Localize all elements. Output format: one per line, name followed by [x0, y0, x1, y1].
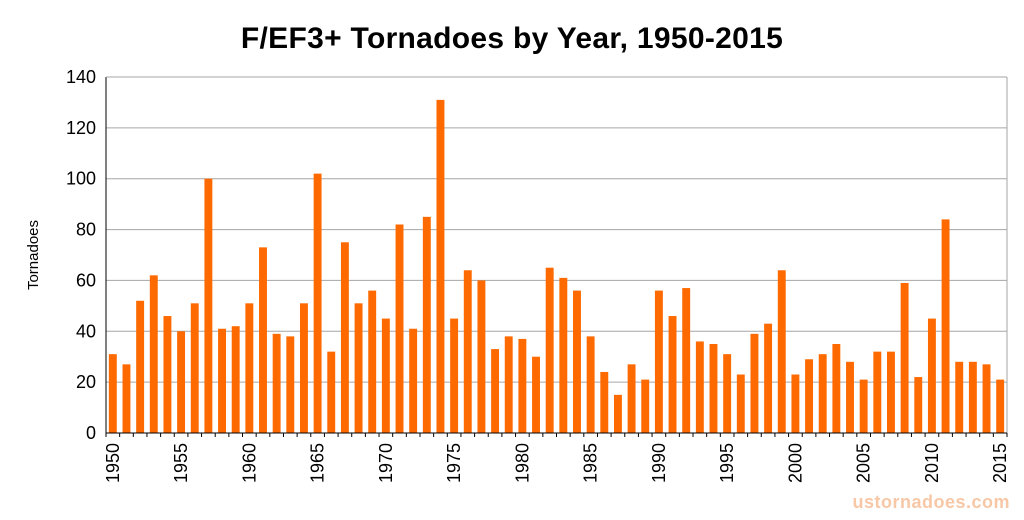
bar-2005 [859, 379, 868, 433]
bar-2014 [982, 364, 991, 433]
x-tick-label: 1970 [376, 443, 396, 483]
bar-1958 [218, 328, 226, 433]
bar-1954 [163, 316, 172, 433]
bar-1960 [245, 303, 254, 433]
bar-1997 [750, 333, 759, 433]
bar-2000 [791, 374, 800, 433]
bar-1992 [682, 288, 691, 433]
bar-1959 [231, 326, 240, 433]
bar-1956 [190, 303, 199, 433]
bar-1993 [695, 341, 704, 433]
x-tick-label: 1985 [581, 443, 601, 483]
y-tick-label: 100 [66, 169, 96, 189]
bar-1953 [149, 275, 158, 433]
bar-1986 [600, 371, 609, 433]
x-tick-label: 1995 [717, 443, 737, 483]
bar-1966 [327, 351, 336, 433]
y-tick-label: 140 [66, 67, 96, 87]
bar-1999 [777, 270, 786, 433]
bar-1972 [409, 328, 418, 433]
bar-2013 [968, 361, 977, 433]
bar-1998 [764, 323, 773, 433]
bar-2004 [846, 361, 854, 433]
chart-title: F/EF3+ Tornadoes by Year, 1950-2015 [240, 22, 784, 55]
bar-1988 [627, 364, 636, 433]
y-tick-label: 60 [76, 270, 96, 290]
x-tick-label: 1950 [103, 443, 123, 483]
y-tick-label: 0 [86, 423, 96, 443]
bar-1969 [368, 290, 377, 433]
bar-2009 [914, 377, 923, 433]
bar-1955 [177, 331, 186, 433]
bar-1970 [381, 318, 390, 433]
bar-1952 [136, 300, 145, 433]
bar-1987 [613, 394, 622, 433]
bar-1963 [286, 336, 295, 433]
x-tick-label: 1975 [444, 443, 464, 483]
x-tick-label: 1960 [239, 443, 259, 483]
bar-2010 [927, 318, 936, 433]
bar-1981 [532, 356, 540, 433]
x-tick-label: 1990 [649, 443, 669, 483]
x-tick-label: 1965 [308, 443, 328, 483]
bar-1984 [573, 290, 581, 433]
bar-1978 [491, 349, 500, 433]
bar-1967 [340, 242, 349, 433]
bar-2008 [900, 282, 909, 433]
bar-1990 [654, 290, 663, 433]
bar-1968 [354, 303, 363, 433]
bar-2015 [996, 379, 1005, 433]
bar-1994 [709, 344, 718, 433]
bar-2002 [818, 354, 827, 433]
y-tick-label: 120 [66, 118, 96, 138]
bar-1989 [641, 379, 650, 433]
bar-1962 [272, 333, 281, 433]
bar-2012 [955, 361, 964, 433]
x-tick-label: 2010 [922, 443, 942, 483]
bar-1979 [504, 336, 513, 433]
x-tick-label: 2000 [785, 443, 805, 483]
bar-2011 [941, 219, 950, 433]
bar-1961 [259, 247, 267, 433]
bar-1982 [545, 267, 554, 433]
bar-1991 [668, 316, 677, 433]
bar-1975 [450, 318, 459, 433]
bar-1950 [108, 354, 117, 433]
bar-1964 [299, 303, 308, 433]
bar-1976 [463, 270, 472, 433]
x-tick-label: 2015 [990, 443, 1010, 483]
bar-2007 [887, 351, 895, 433]
y-tick-label: 80 [76, 220, 96, 240]
x-tick-label: 1955 [171, 443, 191, 483]
bar-1980 [518, 338, 527, 433]
bar-1983 [559, 277, 568, 433]
y-tick-label: 40 [76, 321, 96, 341]
bar-2003 [832, 344, 841, 433]
bar-1977 [477, 280, 486, 433]
y-tick-label: 20 [76, 372, 96, 392]
bar-1973 [422, 216, 431, 433]
y-axis-label: Tornadoes [25, 220, 42, 290]
bar-1974 [436, 99, 445, 433]
bar-2006 [873, 351, 882, 433]
x-tick-label: 2005 [854, 443, 874, 483]
bar-2001 [805, 359, 814, 433]
bar-1995 [723, 354, 732, 433]
bar-1957 [204, 178, 213, 433]
bar-1985 [586, 336, 595, 433]
x-tick-label: 1980 [512, 443, 532, 483]
bar-1996 [736, 374, 745, 433]
watermark-text: ustornadoes.com [852, 492, 1010, 512]
bar-1951 [122, 364, 131, 433]
bar-1971 [395, 224, 404, 433]
bar-1965 [313, 173, 322, 433]
